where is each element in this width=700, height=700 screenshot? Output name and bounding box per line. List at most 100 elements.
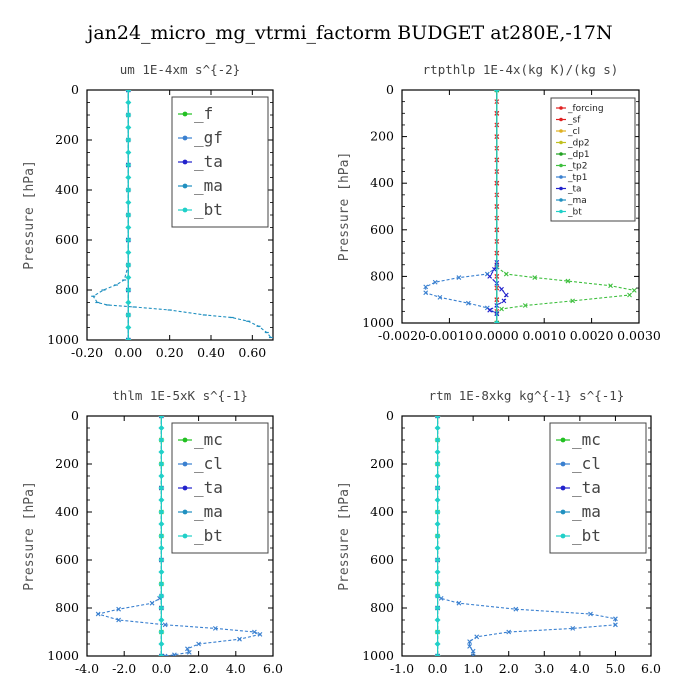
legend-entry: _bt <box>572 526 601 545</box>
data-point <box>493 90 500 93</box>
data-point <box>532 275 538 280</box>
x-tick-label: -0.0020 <box>378 328 426 343</box>
x-tick-label: -0.0010 <box>425 328 473 343</box>
data-point <box>116 606 122 612</box>
data-point <box>125 237 132 243</box>
y-tick-label: 200 <box>370 129 394 144</box>
data-point <box>158 449 165 455</box>
x-tick-label: 0.0 <box>151 661 171 676</box>
chart-panel-2: rtpthlp 1E-4x(kg K)/(kg s) Pressure [hPa]… <box>337 62 661 343</box>
data-point <box>125 287 132 293</box>
panel-title: rtpthlp 1E-4x(kg K)/(kg s) <box>423 62 619 77</box>
legend-marker <box>182 437 188 443</box>
legend-entry: _dp1 <box>567 150 590 160</box>
y-tick-label: 800 <box>370 268 394 283</box>
legend-entry: _sf <box>567 116 581 126</box>
legend-marker <box>560 533 566 539</box>
legend-marker <box>182 135 188 141</box>
y-tick-label: 600 <box>55 552 79 567</box>
data-point <box>437 294 443 300</box>
data-point <box>158 593 165 599</box>
data-point <box>125 187 132 193</box>
legend-entry: _gf <box>194 128 223 147</box>
data-point <box>237 636 242 642</box>
data-point <box>125 249 132 256</box>
panel-title: um 1E-4xm s^{-2} <box>120 62 240 77</box>
data-point <box>423 290 429 296</box>
x-tick-label: 4.0 <box>226 661 246 676</box>
x-tick-label: 3.0 <box>534 661 554 676</box>
data-point <box>499 286 504 292</box>
data-point <box>434 641 441 647</box>
data-point <box>125 337 132 340</box>
data-point <box>470 653 476 656</box>
data-point <box>493 320 500 323</box>
legend-entry: _ta <box>572 478 601 497</box>
data-point <box>125 224 132 231</box>
y-tick-label: 400 <box>55 504 79 519</box>
legend-marker <box>182 207 188 213</box>
data-point <box>467 644 472 649</box>
panel-title: rtm 1E-8xkg kg^{-1} s^{-1} <box>429 388 625 403</box>
data-point <box>503 271 509 277</box>
data-point <box>158 545 165 551</box>
legend-entry: _tp1 <box>567 173 587 183</box>
series-group <box>95 416 263 656</box>
legend-marker <box>560 509 566 515</box>
legend-entry: _ta <box>567 185 582 195</box>
x-tick-label: 4.0 <box>570 661 590 676</box>
series-line-ma <box>92 90 272 338</box>
legend-marker <box>559 198 563 202</box>
y-tick-label: 800 <box>55 600 79 615</box>
legend-marker <box>559 209 563 214</box>
data-point <box>423 284 429 290</box>
legend-entry: _forcing <box>567 104 604 114</box>
data-point <box>613 616 618 622</box>
chart-panel-4: rtm 1E-8xkg kg^{-1} s^{-1} Pressure [hPa]… <box>337 388 661 676</box>
data-point <box>212 626 218 631</box>
y-tick-label: 400 <box>55 182 79 197</box>
legend-entry: _cl <box>194 454 223 473</box>
x-tick-label: 6.0 <box>641 661 661 676</box>
data-point <box>162 653 168 656</box>
data-point <box>456 275 462 280</box>
legend-entry: _mc <box>572 430 601 449</box>
series-group <box>434 416 618 656</box>
legend-entry: _mc <box>194 430 223 449</box>
data-point <box>434 416 441 419</box>
legend-entry: _f <box>194 104 213 123</box>
legend-marker <box>559 175 563 179</box>
data-point <box>158 416 165 419</box>
data-point <box>434 617 441 623</box>
y-axis-label: Pressure [hPa] <box>337 152 352 262</box>
data-point <box>503 292 509 298</box>
data-point <box>158 533 165 539</box>
data-point <box>434 509 441 515</box>
series-line-cl <box>96 595 262 656</box>
data-point <box>434 473 441 479</box>
data-point <box>185 646 190 652</box>
legend: _mc _cl _ta _ma _bt <box>171 422 269 554</box>
data-point <box>501 298 507 304</box>
y-tick-label: 0 <box>71 82 79 97</box>
legend-entry: _bt <box>194 200 223 219</box>
legend-marker <box>559 129 563 133</box>
data-point <box>257 632 263 637</box>
legend-marker <box>182 183 188 189</box>
data-point <box>125 274 132 281</box>
data-point <box>125 262 132 268</box>
data-point <box>434 461 441 467</box>
x-tick-label: 0.20 <box>156 345 184 360</box>
data-point <box>158 497 165 503</box>
data-point <box>125 137 132 143</box>
data-point <box>434 485 441 491</box>
legend-marker <box>182 111 188 117</box>
data-point <box>125 90 132 93</box>
data-point <box>434 557 441 563</box>
legend-marker <box>559 140 563 145</box>
x-tick-label: -0.20 <box>71 345 103 360</box>
x-tick-label: 0.0010 <box>522 328 566 343</box>
data-point <box>125 149 132 156</box>
x-tick-label: 0.40 <box>197 345 225 360</box>
legend-marker <box>559 106 563 110</box>
